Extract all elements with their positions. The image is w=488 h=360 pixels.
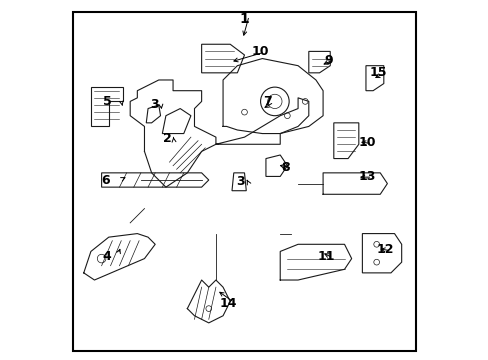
Text: 4: 4 [102, 250, 111, 263]
Text: 8: 8 [281, 161, 289, 174]
Text: 2: 2 [163, 132, 172, 145]
Text: 3: 3 [150, 99, 159, 112]
Text: 1: 1 [239, 12, 249, 26]
Text: 6: 6 [101, 174, 109, 186]
Text: 5: 5 [102, 95, 111, 108]
Text: 10: 10 [251, 45, 269, 58]
Text: 7: 7 [263, 95, 271, 108]
Text: 11: 11 [317, 250, 335, 263]
Text: 9: 9 [324, 54, 332, 67]
Text: 14: 14 [219, 297, 237, 310]
Text: 15: 15 [369, 66, 386, 79]
Text: 12: 12 [376, 243, 393, 256]
Text: 10: 10 [358, 136, 376, 149]
Text: 13: 13 [358, 170, 376, 183]
Text: 3: 3 [236, 175, 245, 188]
